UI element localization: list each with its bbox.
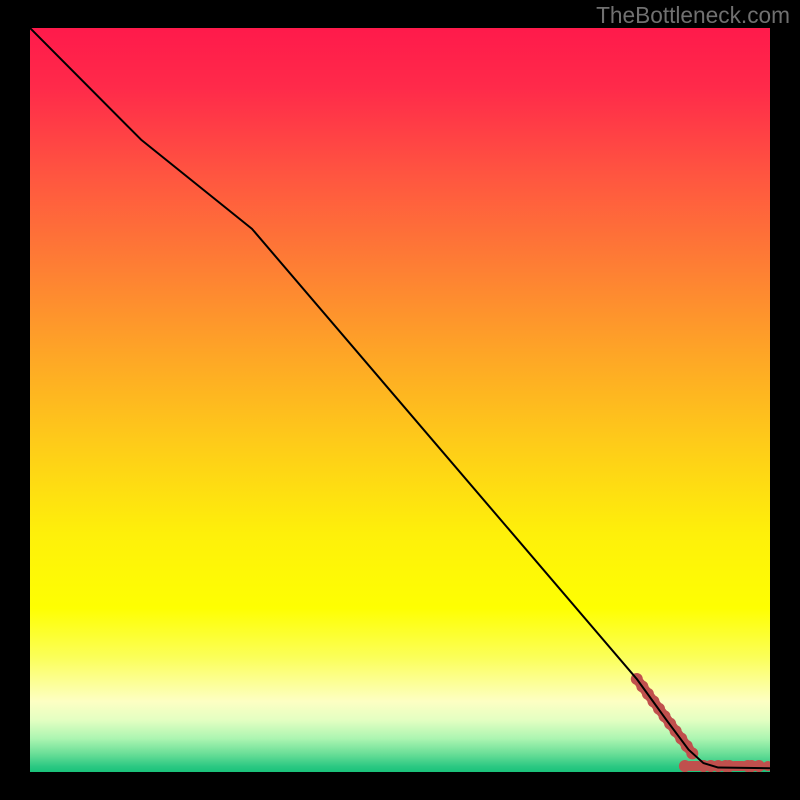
data-point [723,761,733,771]
data-point [679,760,691,772]
bottleneck-chart [0,0,800,800]
